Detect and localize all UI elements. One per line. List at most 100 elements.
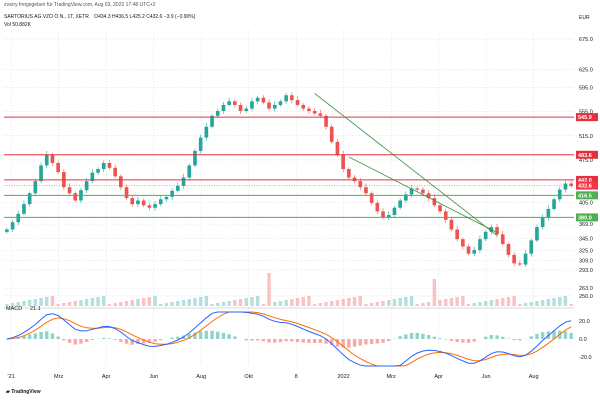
- volume-bar-35: [204, 296, 209, 306]
- volume-bar-44: [255, 296, 260, 306]
- candle-body-44: [255, 97, 260, 102]
- volume-bar-87: [501, 298, 505, 306]
- macd-hist-bar-33: [193, 332, 197, 339]
- volume-bar-46: [267, 273, 271, 306]
- candle-body-53: [307, 108, 311, 112]
- volume-bar-84: [483, 301, 488, 306]
- macd-hist-bar-96: [552, 330, 556, 339]
- macd-hist-bar-36: [210, 330, 214, 339]
- volume-bar-86: [495, 299, 499, 306]
- macd-signal-line: [6, 311, 572, 367]
- price-axis[interactable]: 675.0 625.0 595.0 555.0 515.0 475.0 442.0 405.0…: [579, 37, 593, 300]
- trendlines: [314, 93, 498, 236]
- macd-hist-bar-85: [489, 335, 494, 339]
- macd-hist-bar-48: [278, 339, 283, 343]
- macd-hist-bar-45: [261, 339, 266, 342]
- macd-hist-bar-4: [27, 334, 32, 339]
- candle-body-39: [227, 101, 231, 105]
- macd-hist-bar-35: [204, 330, 209, 339]
- candle-body-37: [215, 111, 220, 116]
- candle-body-36: [210, 115, 214, 127]
- macd-hist-bar-99: [569, 332, 573, 339]
- time-axis-tick-8: Mrz: [387, 374, 396, 380]
- candle-body-59: [341, 154, 345, 170]
- candle-body-12: [73, 193, 78, 201]
- volume-bar-95: [546, 299, 551, 306]
- volume-bar-5: [33, 299, 38, 306]
- candle-body-57: [329, 126, 334, 142]
- candle-body-32: [187, 165, 192, 178]
- volume-bar-90: [518, 304, 522, 306]
- volume-bar-6: [39, 298, 43, 306]
- candle-body-47: [272, 104, 277, 109]
- macd-hist-bar-69: [398, 336, 402, 339]
- macd-hist-bar-6: [39, 331, 43, 339]
- volume-bar-66: [381, 301, 385, 306]
- candle-body-65: [375, 202, 380, 212]
- macd-hist-bar-50: [290, 339, 294, 342]
- volume-bar-20: [119, 302, 123, 306]
- macd-hist-bar-27: [159, 339, 163, 341]
- candle-body-71: [409, 188, 414, 195]
- candle-body-48: [278, 101, 283, 105]
- volume-bar-82: [472, 303, 476, 306]
- macd-hist-bar-72: [415, 332, 419, 339]
- volume-bar-64: [369, 303, 374, 306]
- volume-bar-58: [335, 300, 340, 306]
- volume-bar-17: [102, 296, 106, 306]
- level-tag-label-4: 380.0: [578, 215, 592, 221]
- volume-bar-2: [16, 302, 20, 306]
- macd-hist-bar-84: [483, 336, 488, 339]
- candle-body-38: [221, 104, 226, 112]
- time-axis-tick-5: Okt: [244, 374, 253, 380]
- candle-body-56: [324, 115, 328, 127]
- volume-bar-29: [170, 302, 174, 306]
- time-axis[interactable]: '21 Mrz Apr Jun Aug Okt 8 2022 Mrz Apr Jun Aug: [8, 374, 539, 380]
- macd-hist-bar-10: [62, 339, 66, 341]
- macd-line: [6, 311, 572, 367]
- candle-body-11: [67, 187, 72, 194]
- volume-bar-50: [290, 299, 294, 306]
- tradingview-logo-text: TradingView: [11, 389, 41, 395]
- volume-bar-15: [90, 298, 95, 306]
- volume-bar-70: [404, 297, 408, 306]
- candle-body-98: [563, 183, 568, 190]
- volume-bar-77: [444, 299, 448, 306]
- candle-body-49: [284, 95, 288, 102]
- level-tag-bg-2: [576, 175, 598, 184]
- tradingview-logo[interactable]: ▰ TradingView: [6, 389, 41, 395]
- volume-bar-55: [318, 303, 323, 306]
- macd-hist-bar-53: [307, 339, 311, 343]
- volume-bar-38: [221, 302, 226, 306]
- macd-hist-bar-51: [295, 339, 300, 343]
- macd-hist-bar-18: [107, 338, 112, 339]
- price-axis-tick-1: 625.0: [579, 67, 593, 73]
- macd-hist-bar-81: [466, 339, 471, 343]
- macd-hist-bar-22: [130, 339, 134, 345]
- candle-body-15: [90, 172, 95, 182]
- macd-hist-bar-11: [67, 339, 72, 343]
- candle-body-90: [518, 263, 522, 265]
- candle-body-73: [421, 189, 425, 194]
- symbol-line: SARTORIUS AG VZO O.N., 1T, XETR O434.3 H…: [4, 14, 195, 20]
- symbol-name: SARTORIUS AG VZO O.N., 1T, XETR: [4, 14, 89, 20]
- current-price-tag-bg: [576, 181, 598, 190]
- candle-body-30: [176, 185, 180, 191]
- volume-bar-73: [421, 303, 425, 306]
- candle-body-70: [404, 194, 408, 201]
- time-axis-tick-6: 8: [295, 374, 298, 380]
- macd-hist-bar-3: [22, 335, 26, 339]
- volume-bar-14: [84, 299, 89, 306]
- macd-hist-bar-9: [56, 336, 60, 339]
- candle-body-43: [250, 101, 254, 109]
- candle-body-33: [193, 150, 197, 166]
- macd-hist-bar-65: [375, 339, 380, 344]
- candle-body-41: [238, 104, 243, 112]
- volume-bar-63: [364, 304, 368, 306]
- volume-bar-42: [244, 298, 248, 306]
- current-price-tag: 432.6: [578, 184, 592, 190]
- candle-body-96: [552, 199, 556, 209]
- volume-bar-31: [181, 300, 186, 306]
- macd-hist-bar-37: [216, 331, 220, 339]
